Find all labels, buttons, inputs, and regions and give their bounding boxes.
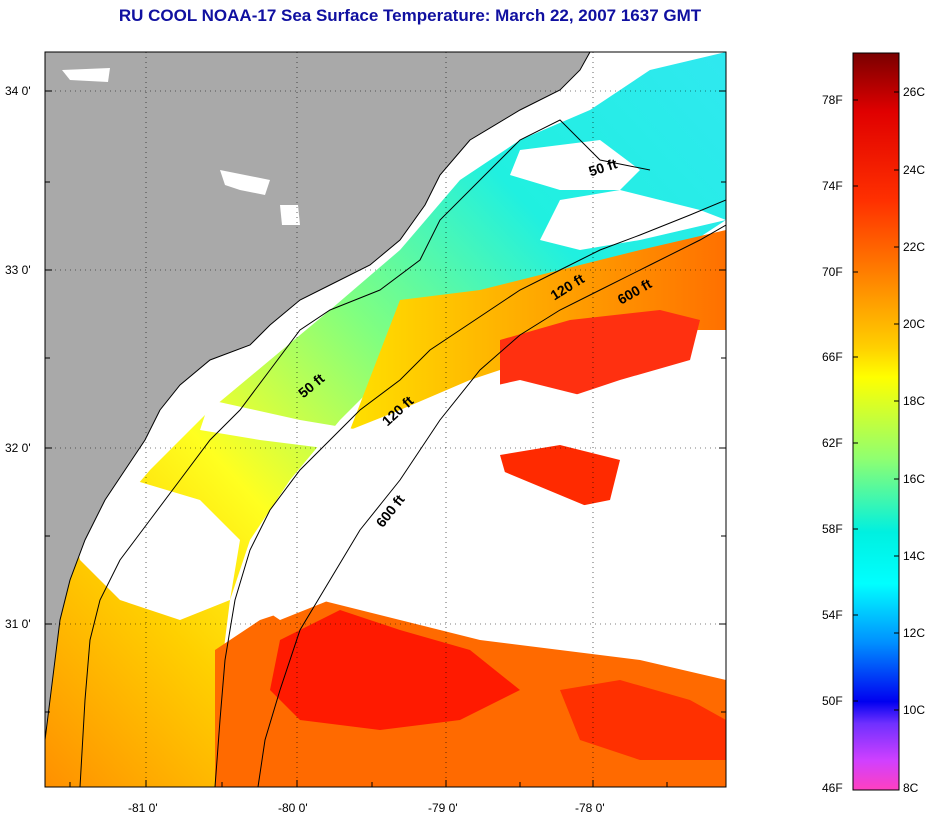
sst-southern-hot-core: [270, 610, 520, 730]
colorbar-fahrenheit-scale: 78F 74F 70F 66F 62F 58F 54F 50F 46F: [822, 93, 858, 795]
colorbar-c-10: 10C: [903, 703, 925, 717]
cloud-shelf-band: [200, 400, 360, 450]
contour-600ft: [257, 224, 726, 787]
map-title: RU COOL NOAA-17 Sea Surface Temperature:…: [118, 6, 702, 25]
colorbar-c-20: 20C: [903, 317, 925, 331]
colorbar-c-8: 8C: [903, 781, 919, 795]
colorbar-f-46: 46F: [822, 781, 843, 795]
map-frame: [44, 51, 727, 788]
colorbar-gradient: [852, 52, 900, 791]
cloud-offshore-wide: [250, 450, 726, 650]
colorbar-c-16: 16C: [903, 472, 925, 486]
temperature-colorbar: [852, 52, 900, 791]
cloud-offshore-north: [540, 190, 726, 250]
lon-label-81: -81 0': [128, 801, 158, 815]
lat-label-34: 34 0': [5, 84, 31, 98]
colorbar-c-24: 24C: [903, 163, 925, 177]
colorbar-f-62: 62F: [822, 436, 843, 450]
cloud-offshore-central: [380, 380, 726, 470]
map-ticks: [45, 90, 726, 787]
colorbar-celsius-scale: 26C 24C 22C 20C 18C 16C 14C 12C 10C 8C: [894, 85, 925, 795]
cloud-over-land-2: [62, 68, 110, 82]
map-panel: 50 ft 120 ft 600 ft 50 ft 120 ft 600 ft: [45, 52, 726, 787]
colorbar-c-26: 26C: [903, 85, 925, 99]
colorbar-c-12: 12C: [903, 626, 925, 640]
sst-offshore-warm-upper: [500, 310, 700, 400]
sst-southern-hot-east: [560, 680, 726, 760]
lon-label-80: -80 0': [278, 801, 308, 815]
coastline: [45, 52, 591, 741]
colorbar-f-70: 70F: [822, 265, 843, 279]
colorbar-f-74: 74F: [822, 179, 843, 193]
cloud-over-land-1: [220, 170, 270, 195]
colorbar-f-58: 58F: [822, 522, 843, 536]
colorbar-f-66: 66F: [822, 350, 843, 364]
colorbar-f-50: 50F: [822, 694, 843, 708]
lat-label-32: 32 0': [5, 441, 31, 455]
colorbar-c-18: 18C: [903, 394, 925, 408]
cloud-over-land-3: [280, 205, 300, 225]
cloud-nearshore-south: [70, 470, 240, 620]
lon-label-78: -78 0': [575, 801, 605, 815]
lat-lon-grid: [45, 52, 726, 787]
colorbar-f-54: 54F: [822, 608, 843, 622]
contour-120ft: [214, 199, 726, 787]
colorbar-f-78: 78F: [822, 93, 843, 107]
contour-50ft: [79, 119, 651, 787]
cloud-north-coastal: [510, 140, 640, 190]
lon-label-79: -79 0': [428, 801, 458, 815]
lat-label-33: 33 0': [5, 263, 31, 277]
colorbar-c-14: 14C: [903, 549, 925, 563]
colorbar-c-22: 22C: [903, 240, 925, 254]
land-mass: [45, 52, 590, 740]
lat-label-31: 31 0': [5, 617, 31, 631]
